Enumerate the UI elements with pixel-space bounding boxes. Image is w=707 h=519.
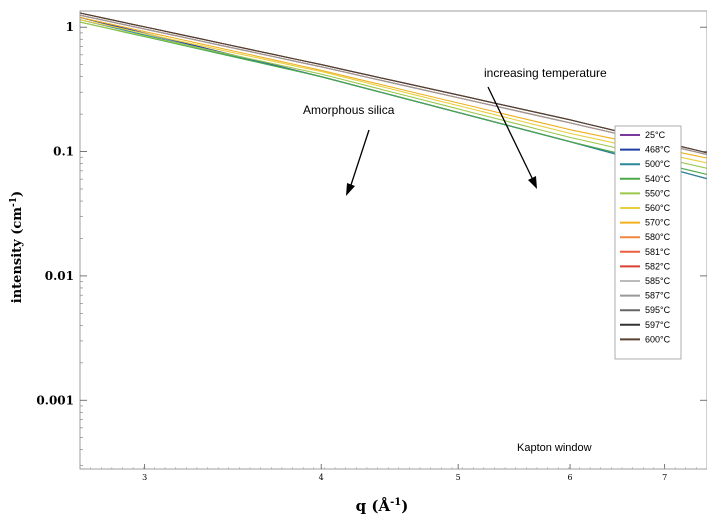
arrow-amorphous-silica [349, 129, 370, 189]
x-axis-label: q (Å [356, 497, 391, 515]
x-axis-title: q (Å-1) [356, 497, 409, 515]
legend-label-4: 550°C [645, 188, 671, 198]
legend-label-9: 582°C [645, 261, 671, 271]
y-tick-label-0: 1 [66, 20, 74, 34]
x-tick-label-4: 7 [662, 473, 667, 482]
legend-label-2: 500°C [645, 159, 671, 169]
x-tick-label-3: 6 [568, 473, 573, 482]
legend-label-3: 540°C [645, 174, 671, 184]
plot-frame [79, 10, 707, 470]
legend-label-7: 580°C [645, 232, 671, 242]
legend-label-0: 25°C [645, 130, 666, 140]
y-axis-label: intensity (cm [10, 207, 25, 304]
x-tick-label-2: 5 [456, 473, 461, 482]
legend-label-12: 595°C [645, 305, 671, 315]
y-axis-label-exponent: -1 [9, 197, 19, 207]
y-tick-label-1: 0.1 [53, 145, 74, 159]
annotation-kapton-window: Kapton window [517, 442, 592, 454]
legend-label-8: 581°C [645, 247, 671, 257]
annotation-amorphous-silica: Amorphous silica [303, 103, 395, 117]
y-axis-title: intensity (cm-1) [9, 191, 25, 303]
legend: 25°C 468°C 500°C 540°C 550°C 560°C 570°C 580°C 5… [614, 125, 682, 360]
legend-label-11: 587°C [645, 291, 671, 301]
legend-label-14: 600°C [645, 334, 671, 344]
legend-label-6: 570°C [645, 218, 671, 228]
x-tick-label-1: 4 [319, 473, 324, 482]
axis-ticks: 1 0.1 0.01 0.001 3 4 5 6 7 [36, 20, 707, 482]
y-tick-label-3: 0.001 [36, 393, 74, 407]
arrow-increasing-temperature [487, 86, 534, 181]
legend-label-1: 468°C [645, 145, 671, 155]
legend-label-10: 585°C [645, 276, 671, 286]
legend-label-5: 560°C [645, 203, 671, 213]
legend-label-13: 597°C [645, 320, 671, 330]
svg-text:intensity (cm-1): intensity (cm-1) [9, 191, 25, 303]
x-axis-label-close: ) [401, 497, 408, 515]
arrowhead-amorphous-silica [346, 183, 355, 196]
annotations: Amorphous silica increasing temperature … [303, 66, 607, 454]
y-axis-label-close: ) [10, 191, 25, 197]
arrowhead-increasing-temperature [528, 176, 537, 189]
x-axis-label-exponent: -1 [390, 497, 401, 508]
annotation-increasing-temperature: increasing temperature [484, 66, 607, 80]
y-tick-label-2: 0.01 [45, 269, 74, 283]
x-tick-label-0: 3 [142, 473, 147, 482]
